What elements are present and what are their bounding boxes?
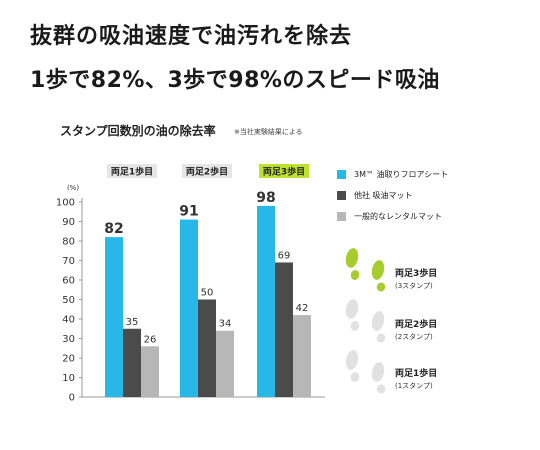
y-tick-label: 60 <box>62 276 75 287</box>
y-tick-label: 40 <box>62 315 75 326</box>
headline-line2: 1歩で82%、3歩で98%のスピード吸油 <box>30 68 440 93</box>
step-caption-2: 両足2歩目 (2スタンプ) <box>395 317 437 342</box>
bar-0-2 <box>141 346 159 397</box>
category-box-2 <box>259 164 309 178</box>
data-label-0-2: 26 <box>144 334 157 345</box>
y-tick-label: 30 <box>62 334 75 345</box>
legend-label-rental: 一般的なレンタルマット <box>354 212 442 221</box>
y-tick-label: 90 <box>62 217 75 228</box>
chart-title: スタンプ回数別の油の除去率 <box>60 124 216 138</box>
legend-label-3m: 3M™ 油取りフロアシート <box>354 170 449 179</box>
legend-item-rental: 一般的なレンタルマット <box>337 206 448 227</box>
bar-1-2 <box>216 330 234 397</box>
chart-note: ※当社実験結果による <box>234 128 303 136</box>
y-tick-label: 0 <box>69 393 75 404</box>
category-box-0 <box>107 164 157 178</box>
step-label-2: 両足2歩目 <box>395 320 438 330</box>
data-label-1-0: 91 <box>179 204 198 220</box>
chart-legend: 3M™ 油取りフロアシート 他社 吸油マット 一般的なレンタルマット <box>337 164 448 227</box>
data-label-1-1: 50 <box>201 288 214 299</box>
legend-swatch-competitor <box>337 191 346 200</box>
y-tick-label: 20 <box>62 354 75 365</box>
category-box-1 <box>182 164 232 178</box>
data-label-2-1: 69 <box>278 250 291 261</box>
y-tick-label: 10 <box>62 373 75 384</box>
step-sub-3: (3スタンプ) <box>395 282 433 290</box>
step-label-3: 両足3歩目 <box>395 269 438 279</box>
footprints-icon-step1 <box>345 350 386 394</box>
y-tick-label: 100 <box>56 198 75 209</box>
step-caption-3: 両足3歩目 (3スタンプ) <box>395 266 437 291</box>
legend-swatch-rental <box>337 212 346 221</box>
bar-2-0 <box>257 205 275 397</box>
headline-line1: 抜群の吸油速度で油汚れを除去 <box>30 24 353 49</box>
legend-swatch-3m <box>337 170 346 179</box>
footprints-icon-step3 <box>345 248 386 292</box>
data-label-2-2: 42 <box>296 303 309 314</box>
bar-1-0 <box>180 219 198 397</box>
bar-1-1 <box>198 299 216 397</box>
footprints-icon-step2 <box>345 299 386 343</box>
step-sub-1: (1スタンプ) <box>395 382 433 390</box>
data-label-0-1: 35 <box>126 317 139 328</box>
y-tick-label: 50 <box>62 295 75 306</box>
step-label-1: 両足1歩目 <box>395 369 438 379</box>
legend-item-competitor: 他社 吸油マット <box>337 185 448 206</box>
y-axis-unit: (%) <box>67 184 79 192</box>
bar-2-2 <box>293 315 311 397</box>
y-tick-label: 70 <box>62 256 75 267</box>
legend-label-competitor: 他社 吸油マット <box>354 191 413 200</box>
category-label-2: 両足3歩目 <box>263 166 305 178</box>
bar-0-0 <box>105 237 123 397</box>
category-label-0: 両足1歩目 <box>111 166 153 178</box>
category-label-1: 両足2歩目 <box>186 166 228 178</box>
bar-2-1 <box>275 262 293 397</box>
data-label-1-2: 34 <box>219 319 232 330</box>
bar-0-1 <box>123 328 141 397</box>
data-label-2-0: 98 <box>256 190 275 206</box>
step-sub-2: (2スタンプ) <box>395 333 433 341</box>
step-caption-1: 両足1歩目 (1スタンプ) <box>395 366 437 391</box>
data-label-0-0: 82 <box>104 221 123 237</box>
y-tick-label: 80 <box>62 237 75 248</box>
legend-item-3m: 3M™ 油取りフロアシート <box>337 164 448 185</box>
